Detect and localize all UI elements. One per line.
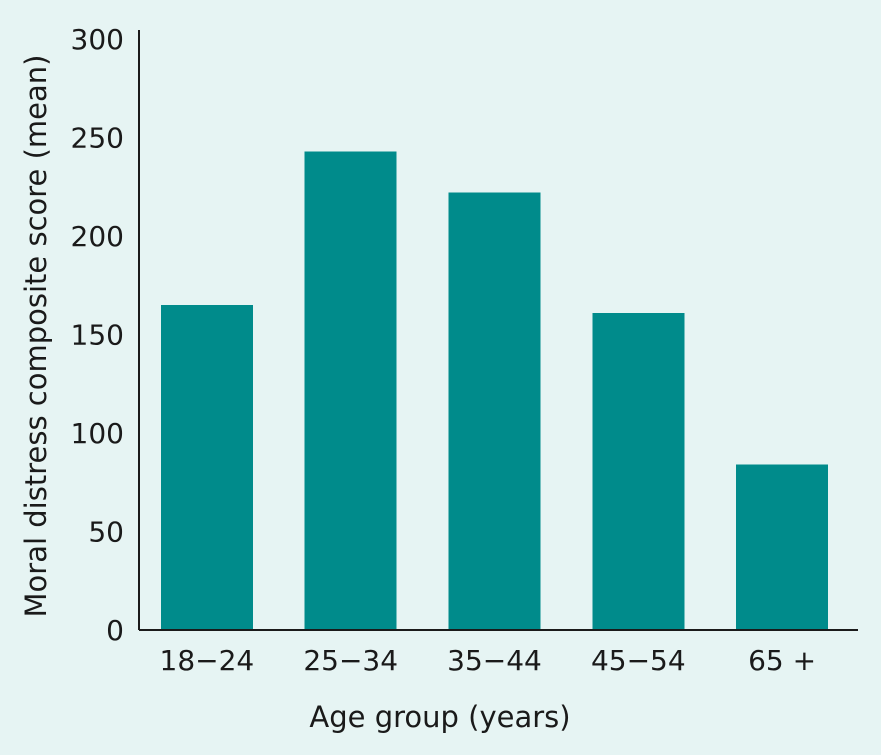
x-tick-label: 45−54 (591, 644, 686, 677)
y-axis-title: Moral distress composite score (mean) (19, 55, 53, 618)
x-tick-label: 25−34 (303, 644, 398, 677)
x-tick-label: 65 + (748, 644, 816, 677)
y-tick-label: 300 (71, 23, 124, 56)
x-tick-label: 18−24 (160, 644, 255, 677)
x-axis-title: Age group (years) (309, 700, 570, 734)
y-tick-label: 200 (71, 220, 124, 253)
y-tick-label: 50 (88, 516, 124, 549)
bar-3 (448, 192, 541, 630)
bar-1 (160, 304, 253, 630)
bar-4 (592, 312, 685, 630)
x-tick-labels: 18−24 25−34 35−44 45−54 65 + (160, 644, 817, 677)
bar-5 (736, 464, 829, 630)
bar-2 (304, 151, 397, 631)
y-tick-label: 100 (71, 417, 124, 450)
bars-group (160, 151, 829, 631)
x-tick-label: 35−44 (447, 644, 542, 677)
y-tick-label: 0 (106, 614, 124, 647)
y-tick-label: 150 (71, 319, 124, 352)
y-tick-label: 250 (71, 122, 124, 155)
y-tick-labels: 0 50 100 150 200 250 300 (71, 23, 124, 647)
